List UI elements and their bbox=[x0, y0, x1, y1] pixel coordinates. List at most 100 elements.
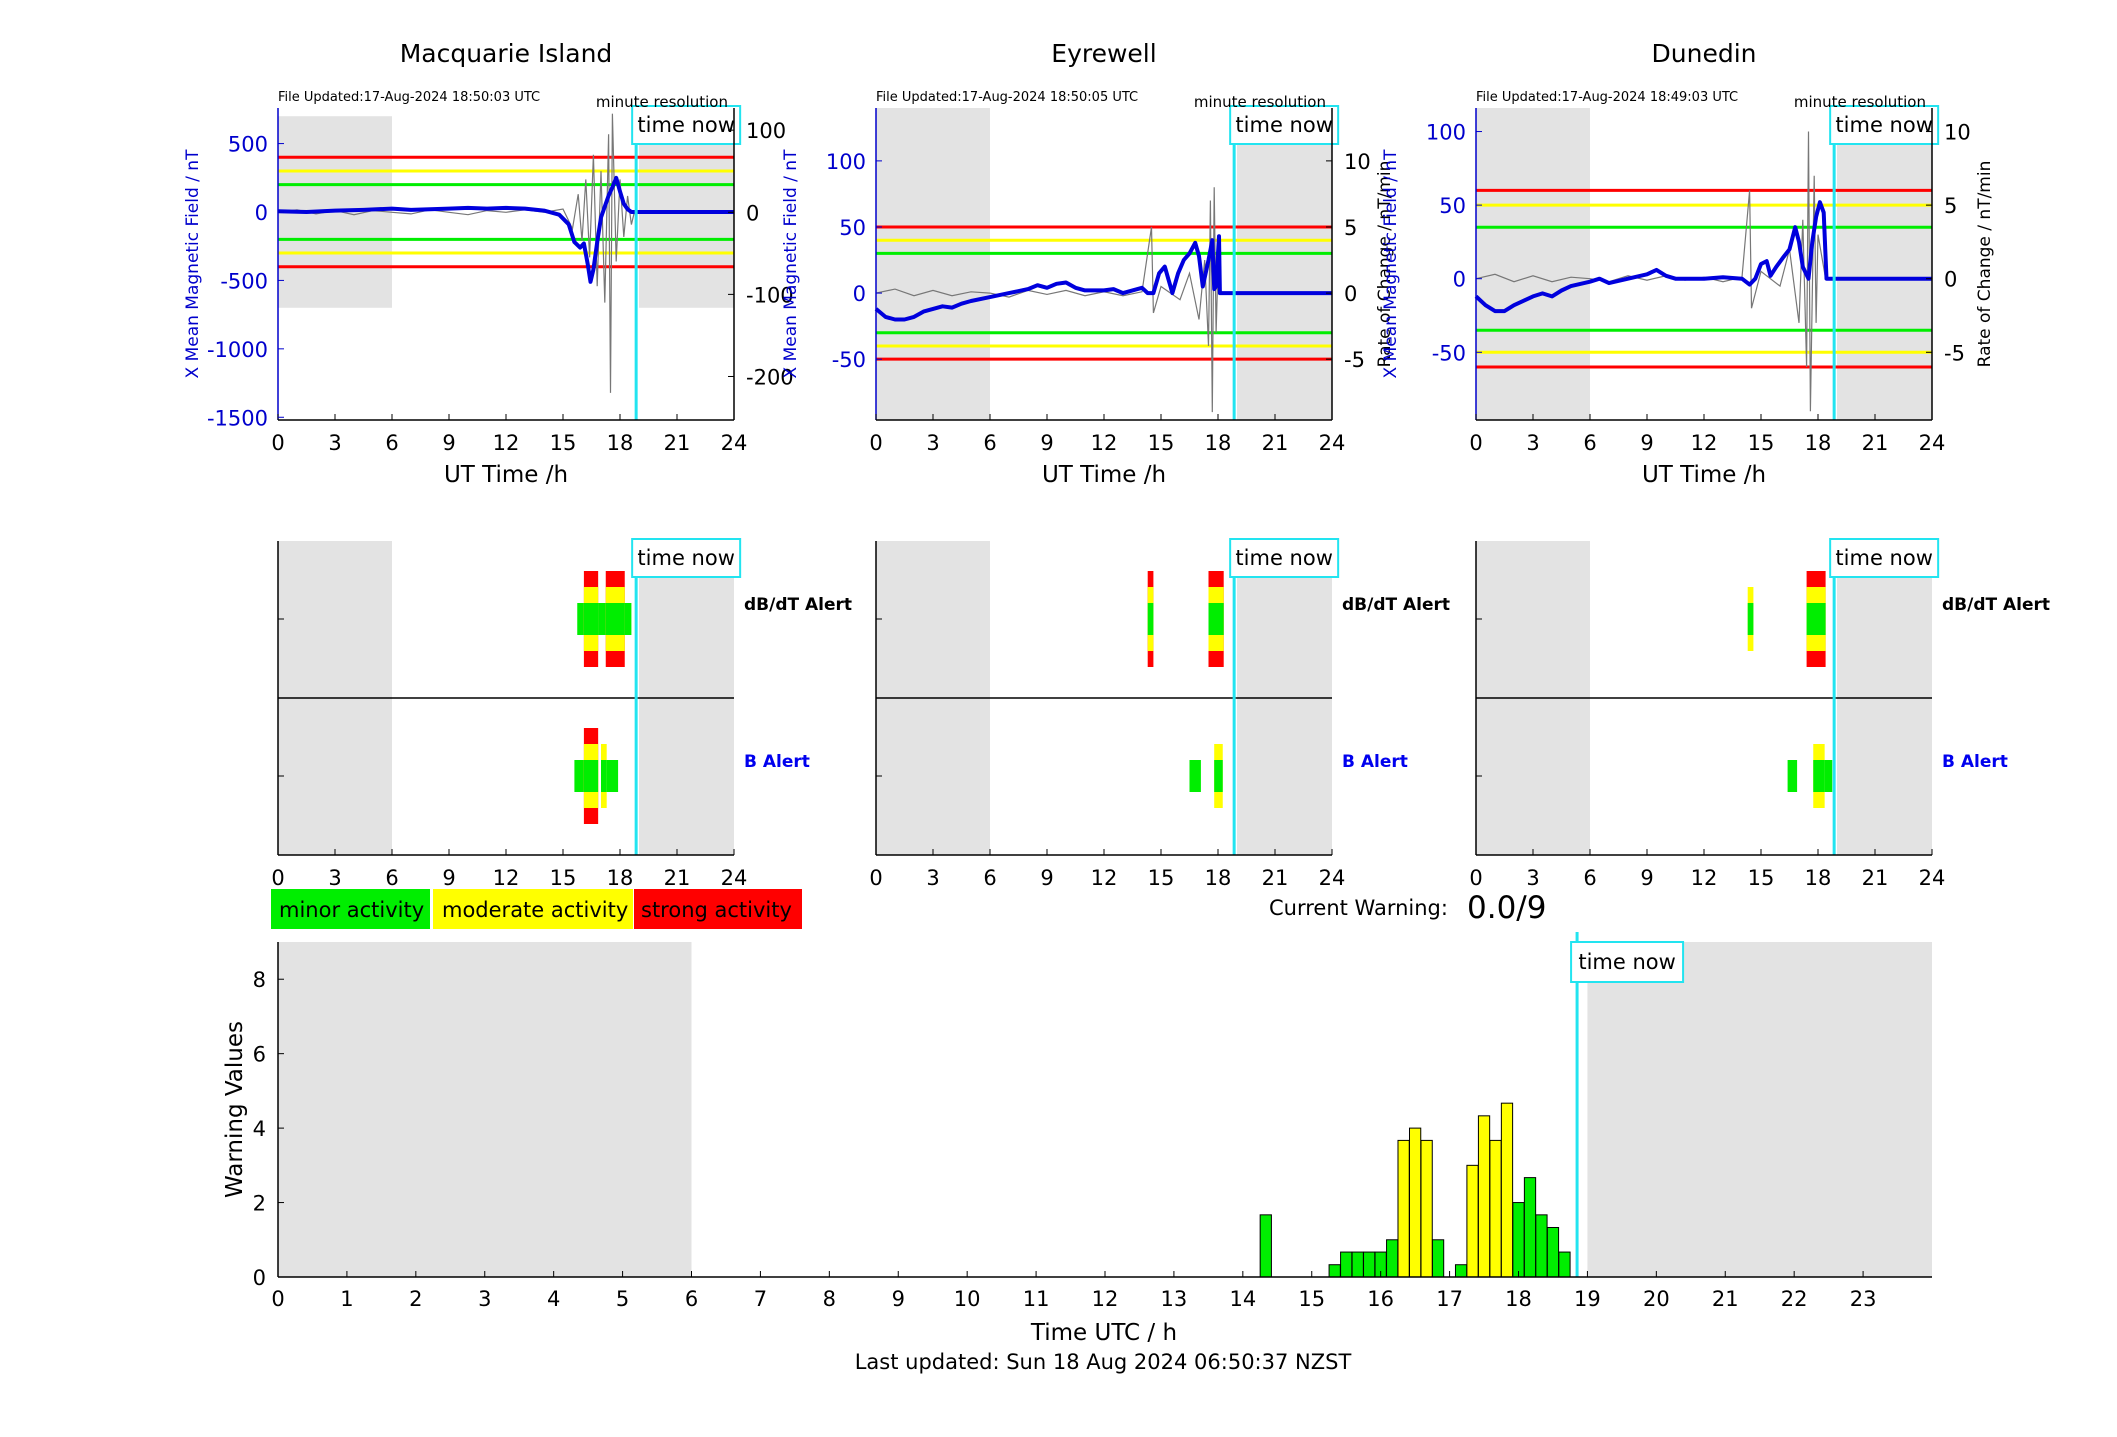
time-now-label: time now bbox=[1235, 113, 1332, 137]
legend-minor-label: minor activity bbox=[279, 898, 424, 922]
x-tick-label: 3 bbox=[1526, 431, 1539, 455]
y-tick-label: 50 bbox=[839, 216, 866, 240]
x-tick-label: 19 bbox=[1574, 1287, 1601, 1311]
legend-minor-swatch bbox=[271, 889, 430, 929]
x-tick-label: 18 bbox=[1805, 431, 1832, 455]
x-tick-label: 15 bbox=[1148, 431, 1175, 455]
x-tick-label: 12 bbox=[1691, 866, 1718, 890]
x-tick-label: 24 bbox=[1919, 431, 1946, 455]
x-axis-label: UT Time /h bbox=[444, 462, 568, 488]
time-now-box bbox=[1570, 941, 1685, 983]
warning-bar bbox=[1535, 1214, 1548, 1278]
x-tick-label: 3 bbox=[926, 431, 939, 455]
magnetic-field-trace bbox=[874, 234, 1332, 322]
current-warning-value: 0.0/9 bbox=[1467, 890, 1546, 926]
x-tick-label: 10 bbox=[954, 1287, 981, 1311]
x-tick-label: 18 bbox=[607, 866, 634, 890]
x-tick-label: 9 bbox=[442, 431, 455, 455]
x-tick-label: 0 bbox=[1469, 866, 1482, 890]
x-tick-label: 0 bbox=[869, 431, 882, 455]
x-tick-label: 16 bbox=[1367, 1287, 1394, 1311]
warning-bar bbox=[1328, 1264, 1341, 1278]
x-tick-label: 24 bbox=[1319, 866, 1346, 890]
warning-bar bbox=[1259, 1214, 1272, 1278]
y2-tick-label: 0 bbox=[1344, 282, 1357, 306]
legend-moderate-swatch bbox=[433, 889, 633, 929]
magnetic-field-trace bbox=[277, 175, 734, 284]
x-tick-label: 18 bbox=[1205, 866, 1232, 890]
y-tick-label: 0 bbox=[255, 201, 268, 225]
x-tick-label: 24 bbox=[1319, 431, 1346, 455]
y2-tick-label: 5 bbox=[1344, 216, 1357, 240]
x-tick-label: 0 bbox=[271, 1287, 284, 1311]
x-tick-label: 9 bbox=[892, 1287, 905, 1311]
x-tick-label: 3 bbox=[1526, 866, 1539, 890]
resolution-label: minute resolution bbox=[596, 93, 728, 111]
warning-bar bbox=[1512, 1202, 1525, 1278]
warning-bar bbox=[1420, 1139, 1433, 1278]
x-tick-label: 6 bbox=[1583, 431, 1596, 455]
y-tick-label: -1000 bbox=[207, 338, 268, 362]
y2-tick-label: 5 bbox=[1944, 194, 1957, 218]
y2-tick-label: 0 bbox=[1944, 268, 1957, 292]
time-now-label: time now bbox=[1835, 546, 1932, 570]
alert-panel-1: time now 0 3 6 9 12 15 18 21 24 dB/dT Alert B Alert bbox=[271, 538, 852, 890]
x-tick-label: 15 bbox=[1148, 866, 1175, 890]
dbdt-alert-minor-block bbox=[1147, 603, 1154, 635]
time-now-box bbox=[1229, 538, 1340, 578]
dbdt-alert-minor-block bbox=[583, 603, 599, 635]
y-axis-label: X Mean Magnetic Field / nT bbox=[183, 149, 203, 379]
time-now-box bbox=[631, 538, 742, 578]
x-tick-label: 21 bbox=[664, 431, 691, 455]
x-tick-label: 18 bbox=[1505, 1287, 1532, 1311]
time-now-label: time now bbox=[1578, 950, 1675, 974]
x-tick-label: 15 bbox=[1298, 1287, 1325, 1311]
x-tick-label: 12 bbox=[493, 866, 520, 890]
warning-bar bbox=[1408, 1127, 1422, 1278]
x-tick-label: 21 bbox=[664, 866, 691, 890]
x-tick-label: 3 bbox=[478, 1287, 491, 1311]
x-tick-label: 4 bbox=[547, 1287, 560, 1311]
x-tick-label: 13 bbox=[1161, 1287, 1188, 1311]
b-alert-label: B Alert bbox=[744, 752, 810, 772]
x-tick-label: 21 bbox=[1262, 431, 1289, 455]
activity-legend: minor activity moderate activity strong … bbox=[271, 889, 802, 929]
x-tick-label: 3 bbox=[328, 431, 341, 455]
warning-bar bbox=[1500, 1102, 1514, 1278]
y-tick-label: 2 bbox=[253, 1192, 266, 1216]
shaded-region-1 bbox=[1476, 108, 1590, 420]
warning-bar bbox=[1363, 1251, 1376, 1278]
x-tick-label: 22 bbox=[1781, 1287, 1808, 1311]
file-updated-label: File Updated:17-Aug-2024 18:50:03 UTC bbox=[278, 90, 540, 105]
shaded-region-2 bbox=[1837, 108, 1932, 420]
x-tick-label: 9 bbox=[1640, 431, 1653, 455]
x-tick-label: 9 bbox=[1040, 431, 1053, 455]
warning-bar bbox=[1523, 1177, 1537, 1278]
b-alert-minor-block bbox=[1214, 760, 1223, 792]
time-now-box bbox=[1829, 105, 1940, 145]
b-alert-minor-block bbox=[1824, 760, 1833, 792]
b-alert-label: B Alert bbox=[1942, 752, 2008, 772]
current-warning-label: Current Warning: bbox=[1269, 896, 1448, 920]
y-tick-label: 0 bbox=[853, 282, 866, 306]
shaded-region-2 bbox=[1237, 108, 1332, 420]
warning-bar bbox=[1546, 1226, 1560, 1278]
warning-bar bbox=[1351, 1251, 1364, 1278]
y2-axis-label: Rate of Change / nT/min bbox=[1375, 161, 1395, 368]
warning-bar bbox=[1340, 1251, 1353, 1278]
y-tick-label: -1500 bbox=[207, 406, 268, 430]
file-updated-label: File Updated:17-Aug-2024 18:49:03 UTC bbox=[1476, 90, 1738, 105]
y-axis-label: X Mean Magnetic Field / nT bbox=[1381, 149, 1401, 379]
x-tick-label: 6 bbox=[385, 431, 398, 455]
dbdt-alert-label: dB/dT Alert bbox=[1342, 595, 1450, 615]
warning-bar bbox=[1386, 1239, 1399, 1278]
x-tick-label: 3 bbox=[926, 866, 939, 890]
magnetic-field-trace bbox=[1474, 200, 1932, 314]
y-axis-label: X Mean Magnetic Field / nT bbox=[781, 149, 801, 379]
x-tick-label: 15 bbox=[1748, 866, 1775, 890]
warning-bar bbox=[1477, 1115, 1491, 1278]
x-tick-label: 9 bbox=[442, 866, 455, 890]
shaded-region-1 bbox=[876, 108, 990, 420]
